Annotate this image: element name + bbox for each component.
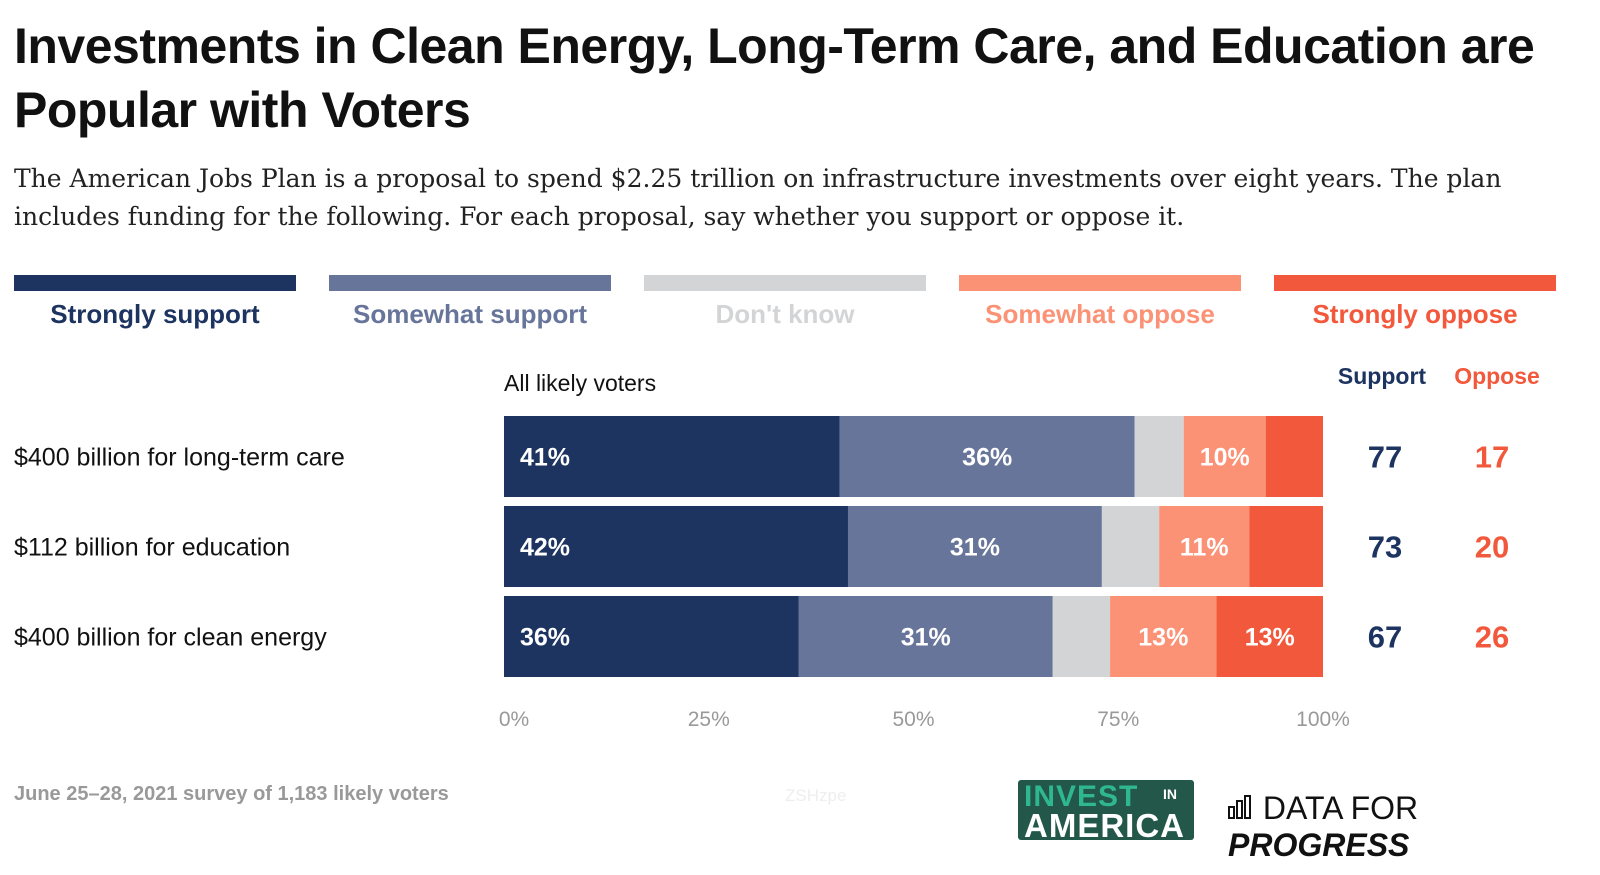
data-label: 31%	[901, 624, 951, 652]
legend-label: Somewhat oppose	[985, 299, 1215, 329]
legend-item: Somewhat support	[329, 275, 611, 330]
logo-text: INVEST	[1024, 780, 1139, 813]
bar-segment	[1265, 416, 1323, 497]
legend-label: Don't know	[715, 299, 855, 329]
support-total: 67	[1368, 620, 1402, 655]
logo-text: AMERICA	[1024, 807, 1185, 844]
bar-segment	[1052, 596, 1111, 677]
bar-segment	[1249, 506, 1323, 587]
legend-label: Somewhat support	[352, 299, 587, 329]
bar-segment	[1216, 596, 1323, 677]
legend-item: Strongly support	[14, 275, 296, 330]
survey-note: June 25–28, 2021 survey of 1,183 likely …	[14, 783, 449, 805]
legend-swatch	[644, 275, 926, 291]
bar-segment	[1183, 416, 1266, 497]
bar-segment	[1134, 416, 1184, 497]
x-tick-label: 75%	[1097, 708, 1139, 731]
legend-swatch	[14, 275, 296, 291]
category-label: $400 billion for clean energy	[14, 624, 327, 652]
legend-item: Strongly oppose	[1274, 275, 1556, 330]
group-label: All likely voters	[504, 370, 656, 396]
legend-item: Don't know	[644, 275, 926, 330]
data-label: 13%	[1138, 624, 1188, 652]
data-for-progress-logo: DATA FOR PROGRESS	[1228, 790, 1600, 864]
data-label: 13%	[1245, 624, 1295, 652]
bar-segment	[504, 596, 799, 677]
bar-segment	[839, 416, 1135, 497]
legend-swatch	[329, 275, 611, 291]
chart-title: Investments in Clean Energy, Long-Term C…	[14, 18, 1535, 138]
bar-segment	[1110, 596, 1217, 677]
logo-text: DATA FOR	[1262, 790, 1419, 826]
bar-segment	[1159, 506, 1250, 587]
bar-segment	[798, 596, 1053, 677]
oppose-total: 20	[1475, 530, 1509, 565]
invest-in-america-logo: INVEST IN AMERICA	[1018, 780, 1194, 844]
x-tick-label: 100%	[1296, 708, 1350, 731]
legend-swatch	[959, 275, 1241, 291]
legend-label: Strongly support	[50, 299, 260, 329]
bar-segment	[504, 416, 840, 497]
bar-segment	[847, 506, 1102, 587]
logo-text: IN	[1163, 786, 1177, 802]
x-tick-label: 50%	[892, 708, 934, 731]
support-total: 77	[1368, 440, 1402, 475]
x-tick-label: 0%	[499, 708, 529, 731]
legend-label: Strongly oppose	[1312, 299, 1518, 329]
support-total: 73	[1368, 530, 1402, 565]
watermark: ZSHzpe	[785, 786, 847, 805]
data-label: 11%	[1180, 534, 1229, 562]
category-label: $112 billion for education	[14, 534, 290, 562]
logo-text: PROGRESS	[1228, 827, 1410, 863]
bar-segment	[504, 506, 848, 587]
data-label: 31%	[950, 534, 1000, 562]
data-label: 36%	[520, 624, 570, 652]
data-label: 42%	[520, 534, 570, 562]
data-label: 41%	[520, 444, 570, 472]
support-header: Support	[1338, 363, 1426, 389]
x-tick-label: 25%	[688, 708, 730, 731]
legend-swatch	[1274, 275, 1556, 291]
data-label: 36%	[962, 444, 1012, 472]
data-label: 10%	[1200, 444, 1250, 472]
category-label: $400 billion for long-term care	[14, 444, 345, 472]
bar-segment	[1101, 506, 1160, 587]
oppose-total: 17	[1475, 440, 1509, 475]
oppose-total: 26	[1475, 620, 1509, 655]
bar-chart-icon	[1228, 795, 1251, 819]
legend-item: Somewhat oppose	[959, 275, 1241, 330]
oppose-header: Oppose	[1454, 363, 1540, 389]
chart-subtitle: The American Jobs Plan is a proposal to …	[14, 164, 1502, 231]
